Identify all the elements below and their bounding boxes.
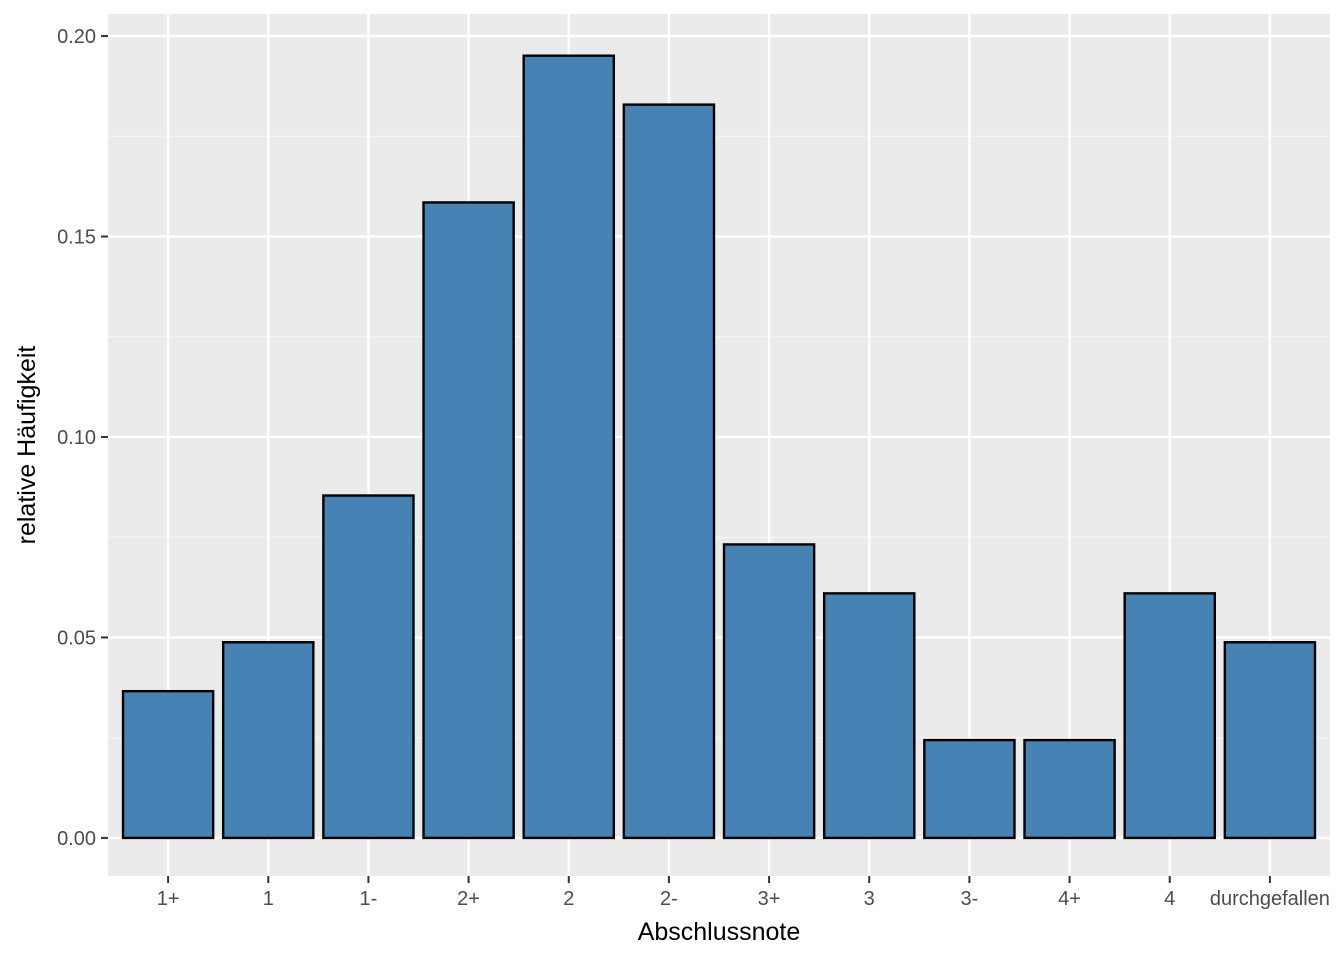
x-tick-label: 1-	[360, 888, 378, 910]
bar-4+	[1023, 738, 1116, 840]
bars	[121, 54, 1317, 840]
x-tick-label: 2+	[457, 888, 480, 910]
bar-durchgefallen	[1223, 641, 1317, 840]
bar-1+	[121, 689, 215, 840]
y-tick-label: 0.15	[57, 227, 96, 249]
bar-3+	[722, 543, 816, 840]
x-tick-label: 2	[563, 888, 574, 910]
y-tick-label: 0.00	[57, 828, 96, 850]
x-tick-label: 3-	[961, 888, 979, 910]
x-axis: 1+ 1 1- 2+ 2 2- 3+ 3 3- 4+ 4 durchgefallen	[157, 876, 1330, 910]
x-axis-title: Abschlussnote	[638, 918, 801, 946]
y-tick-label: 0.20	[57, 26, 96, 48]
x-tick-label: 4	[1164, 888, 1175, 910]
bar-4	[1123, 592, 1217, 840]
x-tick-label: 1	[263, 888, 274, 910]
bar-2+	[422, 201, 515, 840]
bar-2	[522, 54, 616, 840]
bar-3-	[923, 738, 1016, 840]
x-tick-label: 2-	[660, 888, 678, 910]
x-tick-label: 3+	[758, 888, 781, 910]
bar-2-	[622, 103, 716, 840]
x-tick-label: 1+	[157, 888, 180, 910]
y-tick-label: 0.05	[57, 627, 96, 649]
bar-1-	[322, 494, 415, 840]
x-tick-label: durchgefallen	[1210, 888, 1330, 910]
y-axis: 0.00 0.05 0.10 0.15 0.20	[57, 26, 108, 850]
x-tick-label: 4+	[1058, 888, 1081, 910]
bar-3	[822, 592, 916, 840]
x-tick-label: 3	[864, 888, 875, 910]
y-axis-title: relative Häufigkeit	[13, 346, 41, 545]
bar-1	[221, 641, 315, 840]
y-tick-label: 0.10	[57, 427, 96, 449]
